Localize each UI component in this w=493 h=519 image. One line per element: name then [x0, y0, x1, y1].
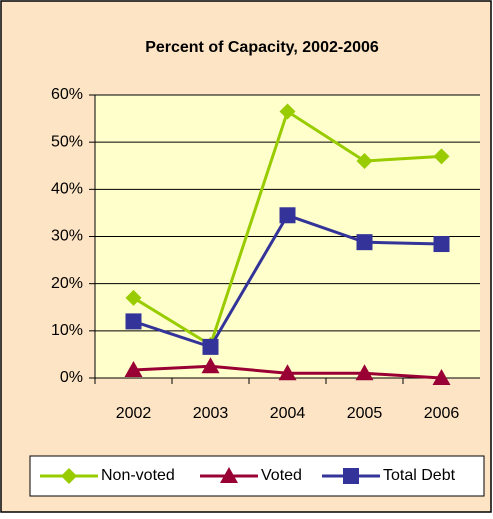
data-point — [433, 236, 450, 253]
y-tick-label: 30% — [51, 228, 83, 245]
x-tick-label: 2003 — [193, 405, 229, 422]
data-point — [124, 360, 143, 377]
x-tick-label: 2004 — [270, 405, 306, 422]
y-tick-label: 10% — [51, 322, 83, 339]
y-tick-label: 40% — [51, 181, 83, 198]
data-point — [356, 234, 373, 251]
legend-label: Total Debt — [383, 467, 456, 484]
data-point — [278, 364, 297, 381]
data-point — [356, 153, 373, 170]
legend-marker — [61, 468, 77, 484]
y-tick-label: 0% — [60, 369, 83, 386]
x-tick-label: 2002 — [116, 405, 152, 422]
chart-title: Percent of Capacity, 2002-2006 — [145, 39, 379, 56]
legend-marker — [220, 467, 238, 483]
data-point — [125, 289, 142, 306]
x-tick-label: 2006 — [424, 405, 460, 422]
x-tick-label: 2005 — [347, 405, 383, 422]
legend-marker — [343, 468, 359, 484]
y-tick-label: 50% — [51, 133, 83, 150]
data-point — [279, 207, 296, 224]
legend-label: Voted — [261, 467, 302, 484]
data-point — [125, 313, 142, 330]
data-point — [201, 357, 220, 374]
legend-label: Non-voted — [101, 467, 175, 484]
y-tick-label: 60% — [51, 86, 83, 103]
data-point — [355, 364, 374, 381]
data-point — [202, 338, 219, 355]
y-tick-label: 20% — [51, 275, 83, 292]
data-point — [279, 103, 296, 120]
data-point — [432, 369, 451, 385]
data-point — [433, 148, 450, 165]
